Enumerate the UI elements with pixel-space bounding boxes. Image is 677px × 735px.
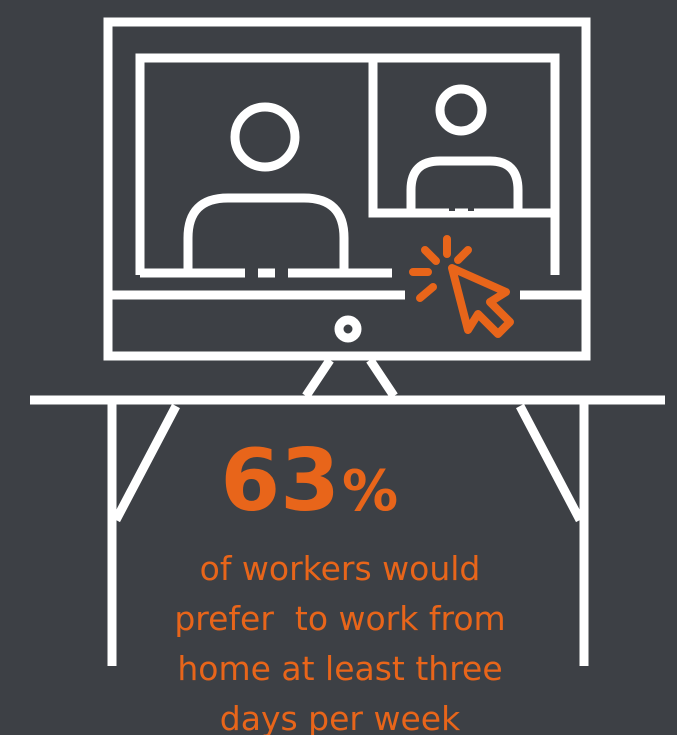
monitor-frame: [103, 17, 591, 361]
description-line: of workers would: [200, 549, 481, 588]
description-line: days per week: [220, 699, 461, 735]
person-head: [435, 84, 487, 136]
description-line: prefer to work from: [174, 599, 505, 638]
person-body: [406, 156, 523, 213]
power-button: [334, 315, 362, 343]
stand: [302, 357, 398, 399]
cursor: [448, 264, 514, 338]
click-rays: [409, 235, 472, 302]
description: of workers would prefer to work from home …: [174, 549, 505, 735]
person-head: [230, 102, 300, 172]
desk-legs: [107, 403, 589, 666]
screen: [135, 53, 560, 275]
stat-unit: %: [342, 459, 398, 524]
stat-number: 63: [220, 431, 340, 531]
person-body: [183, 193, 349, 273]
description-line: home at least three: [177, 649, 502, 688]
